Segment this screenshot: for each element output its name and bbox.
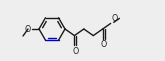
Text: O: O <box>100 40 107 49</box>
Text: O: O <box>111 14 117 23</box>
Text: O: O <box>25 25 31 33</box>
Text: O: O <box>72 47 79 56</box>
